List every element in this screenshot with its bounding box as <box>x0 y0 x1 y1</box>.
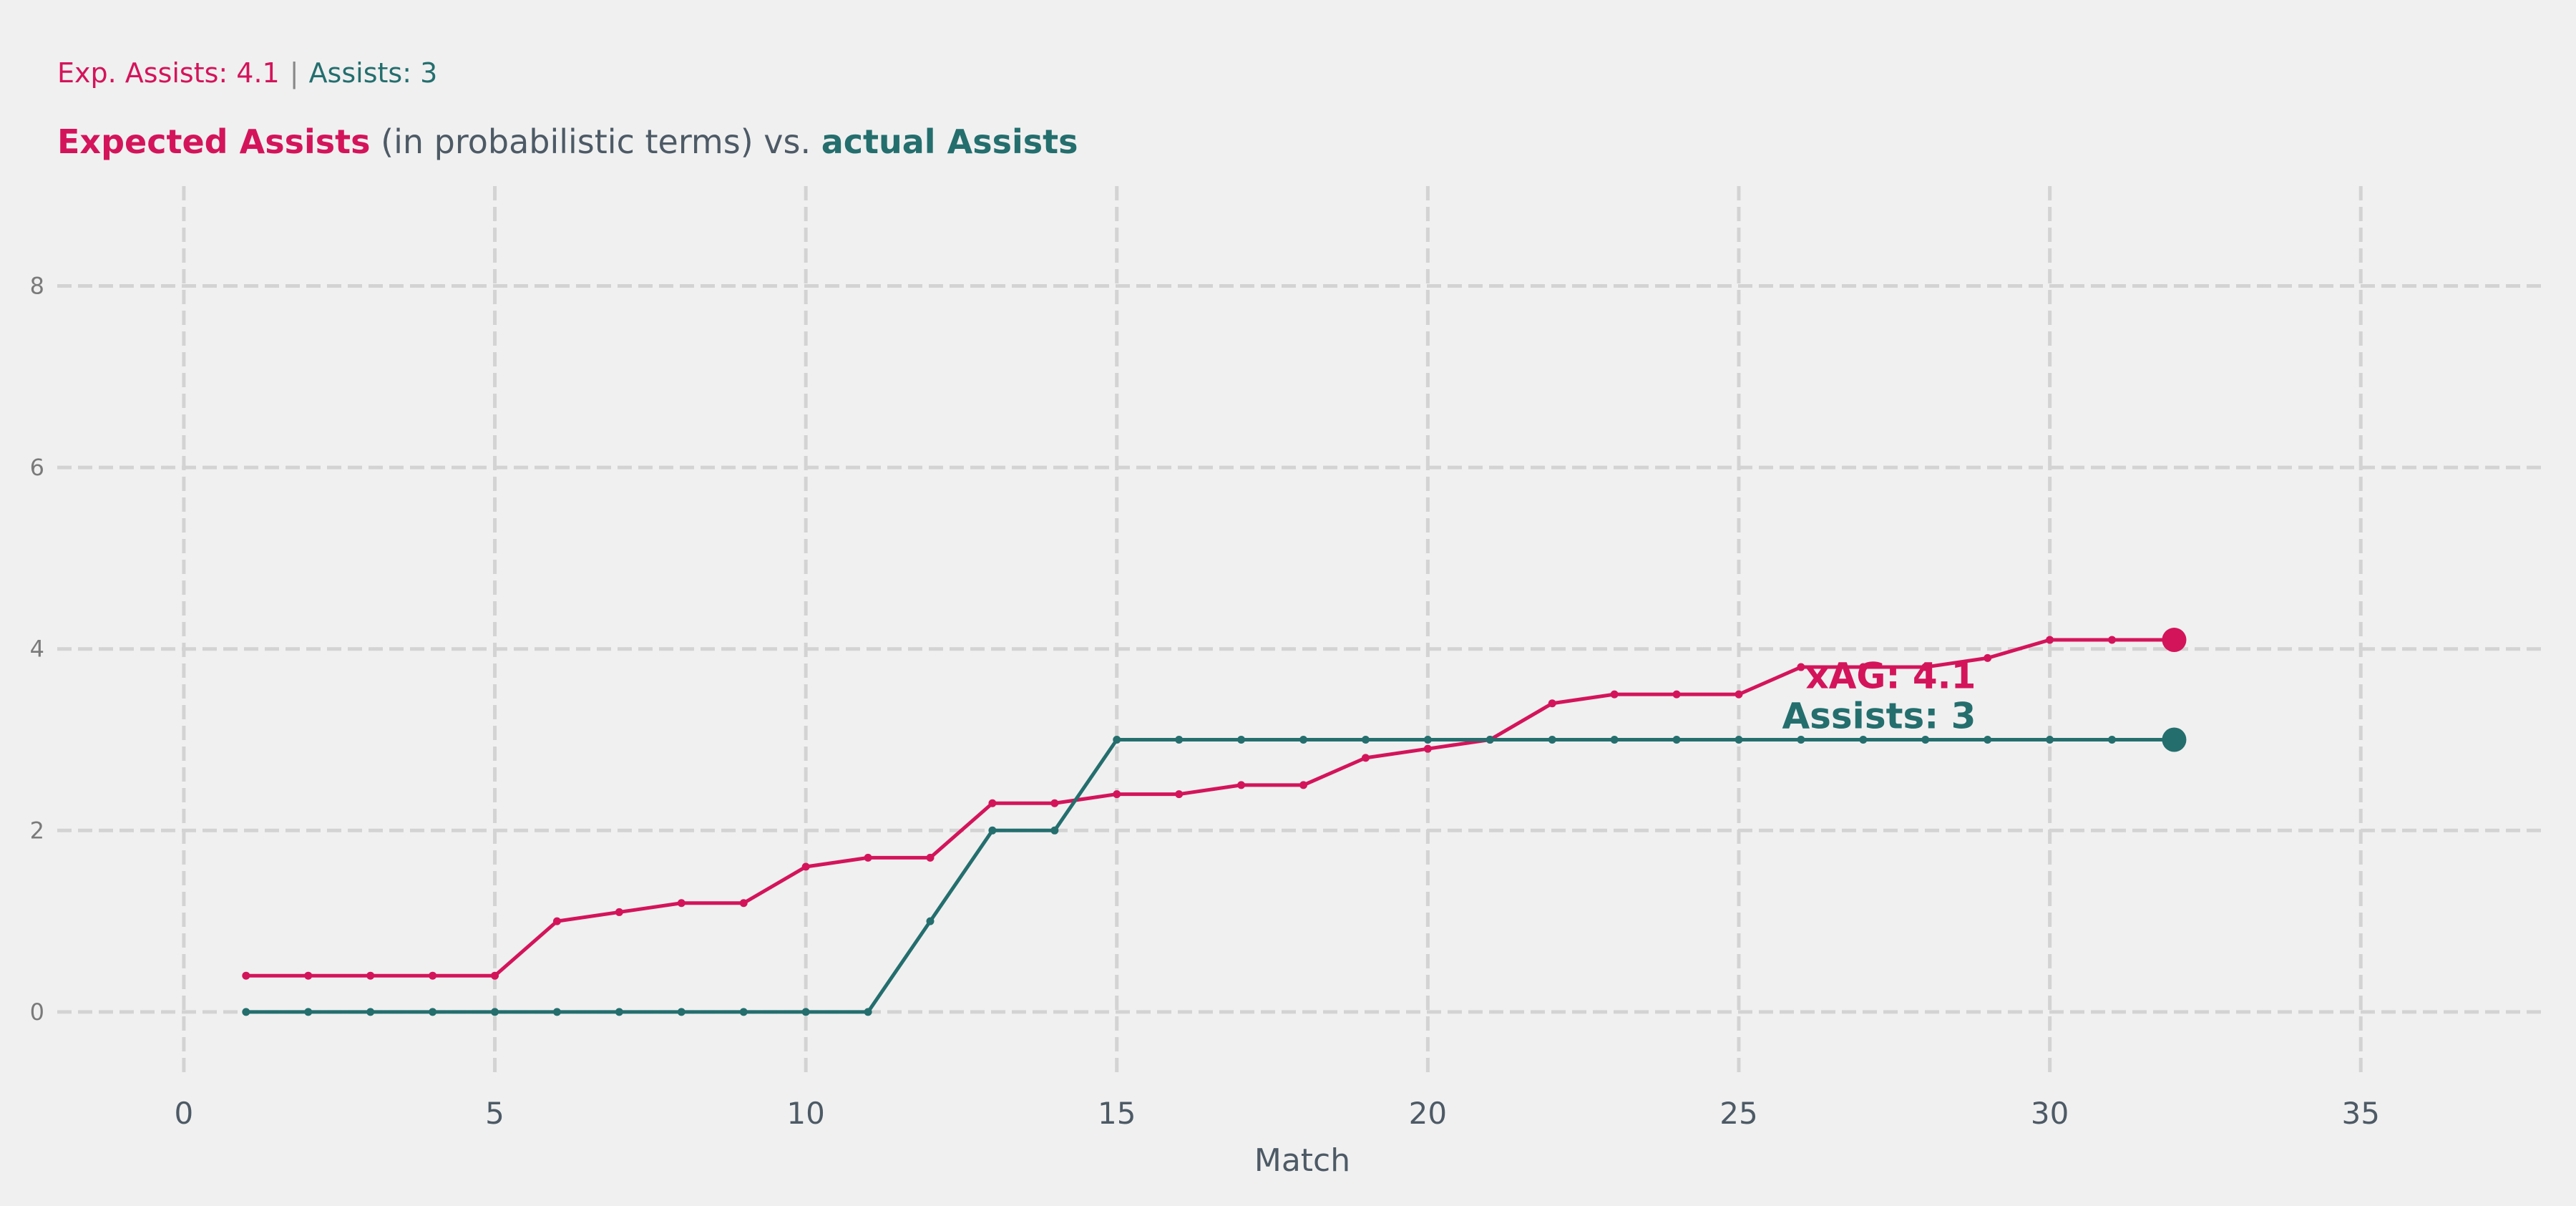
x-axis-label: Match <box>1254 1142 1350 1179</box>
y-tick-label: 6 <box>30 454 44 481</box>
title-actual-assists: actual Assists <box>821 122 1078 161</box>
assists-end-label: Assists: 3 <box>1782 696 1976 737</box>
xag-point <box>1423 744 1432 753</box>
chart-title: Expected Assists (in probabilistic terms… <box>57 120 1078 163</box>
xag-point <box>1175 790 1184 799</box>
xag-point <box>552 917 561 925</box>
xag-point <box>1361 754 1370 762</box>
xag-point <box>1984 653 1992 662</box>
xag-point <box>1735 690 1743 699</box>
assists-point <box>2108 736 2117 744</box>
assists-point <box>1361 736 1370 744</box>
assists-point <box>552 1008 561 1016</box>
legend-separator: | <box>289 57 299 89</box>
xag-end-marker <box>2162 628 2187 653</box>
title-middle: (in probabilistic terms) vs. <box>370 122 821 161</box>
assists-point <box>988 826 997 835</box>
xag-point <box>2108 636 2117 644</box>
assists-point <box>429 1008 437 1016</box>
xag-point <box>864 853 872 862</box>
xag-point <box>491 971 499 980</box>
y-axis-ticks: 0 2 4 6 8 <box>30 272 44 1025</box>
x-axis-ticks: 0 5 10 15 20 25 30 35 <box>175 1096 2380 1131</box>
xag-point <box>926 853 935 862</box>
assists-point <box>366 1008 375 1016</box>
assists-point <box>1050 826 1059 835</box>
x-tick-label: 35 <box>2342 1096 2380 1131</box>
assists-point <box>1237 736 1246 744</box>
legend-assists: Assists: 3 <box>308 57 438 89</box>
assists-point <box>1548 736 1556 744</box>
xag-point <box>1610 690 1619 699</box>
xag-point <box>429 971 437 980</box>
assists-point <box>1113 736 1121 744</box>
x-tick-label: 10 <box>786 1096 824 1131</box>
assists-point <box>1735 736 1743 744</box>
assists-line <box>245 738 2175 1014</box>
x-tick-label: 5 <box>485 1096 504 1131</box>
assists-point <box>1921 736 1930 744</box>
title-expected-assists: Expected Assists <box>57 122 371 161</box>
legend-xag: Exp. Assists: 4.1 <box>57 57 280 89</box>
x-tick-label: 25 <box>1719 1096 1757 1131</box>
xag-end-label: xAG: 4.1 <box>1805 656 1976 697</box>
assists-point <box>677 1008 686 1016</box>
x-tick-label: 20 <box>1409 1096 1447 1131</box>
series-group <box>242 628 2187 1016</box>
xag-point <box>1050 799 1059 807</box>
assists-point <box>1672 736 1681 744</box>
legend-line: Exp. Assists: 4.1 | Assists: 3 <box>57 56 437 90</box>
assists-point <box>1175 736 1184 744</box>
y-tick-label: 4 <box>30 636 44 663</box>
assists-point <box>304 1008 313 1016</box>
assists-point <box>242 1008 250 1016</box>
xag-point <box>304 971 313 980</box>
assists-point <box>2046 736 2054 744</box>
xag-point <box>1548 699 1556 708</box>
xag-point <box>1237 781 1246 789</box>
assists-point <box>1299 736 1308 744</box>
xag-point <box>1859 663 1868 671</box>
xag-point <box>2046 636 2054 644</box>
assists-point <box>1859 736 1868 744</box>
y-tick-label: 8 <box>30 272 44 299</box>
assists-point <box>926 917 935 925</box>
xag-point <box>1113 790 1121 799</box>
xag-point <box>1299 781 1308 789</box>
assists-point <box>491 1008 499 1016</box>
grid <box>57 186 2547 1074</box>
xag-point <box>988 799 997 807</box>
xag-point <box>739 899 748 908</box>
assists-point <box>1485 736 1494 744</box>
x-tick-label: 30 <box>2031 1096 2069 1131</box>
assists-point <box>739 1008 748 1016</box>
assists-point <box>1610 736 1619 744</box>
xag-point <box>615 908 623 916</box>
assists-point <box>1797 736 1805 744</box>
x-tick-label: 15 <box>1098 1096 1136 1131</box>
xag-point <box>1797 663 1805 671</box>
assists-point <box>801 1008 810 1016</box>
x-tick-label: 0 <box>175 1096 194 1131</box>
xag-point <box>801 862 810 871</box>
assists-point <box>864 1008 872 1016</box>
xag-line <box>245 638 2175 978</box>
xag-point <box>366 971 375 980</box>
y-tick-label: 0 <box>30 998 44 1026</box>
xag-point <box>1921 663 1930 671</box>
xag-point <box>677 899 686 908</box>
assists-point <box>1423 736 1432 744</box>
xag-point <box>1672 690 1681 699</box>
assists-end-marker <box>2162 727 2187 752</box>
xag-point <box>242 971 250 980</box>
assists-point <box>615 1008 623 1016</box>
y-tick-label: 2 <box>30 817 44 844</box>
assists-point <box>1984 736 1992 744</box>
